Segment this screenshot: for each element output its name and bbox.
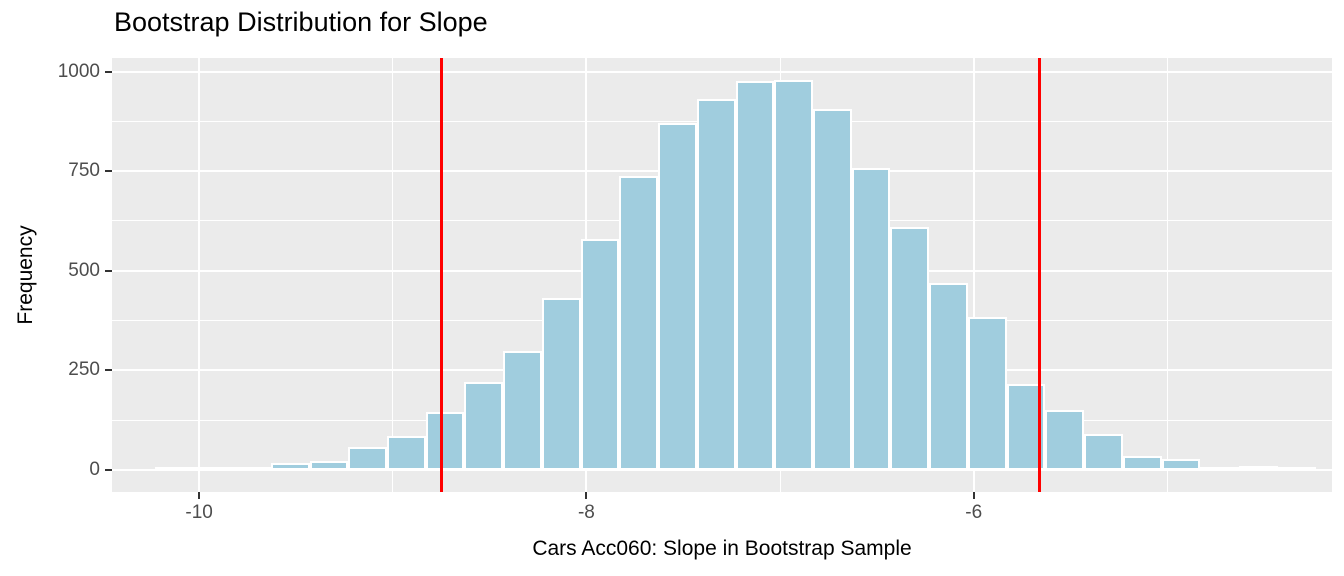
y-tick-mark [105, 170, 112, 173]
y-tick-mark [105, 269, 112, 272]
x-tick-label: -6 [965, 502, 983, 523]
histogram-bar [1200, 467, 1240, 472]
histogram-bar [386, 436, 426, 471]
y-tick-mark [105, 469, 112, 472]
histogram-bar [154, 467, 194, 472]
x-tick-mark [972, 492, 975, 499]
histogram-bar [580, 238, 620, 471]
histogram-bar [735, 80, 775, 471]
chart-title: Bootstrap Distribution for Slope [114, 7, 488, 37]
histogram-bar [658, 122, 697, 471]
y-tick-label: 500 [68, 259, 100, 281]
histogram-bar [696, 99, 736, 471]
ci-bound-line [1038, 58, 1042, 492]
histogram-bar [1045, 410, 1085, 471]
x-minor-gridline [392, 58, 394, 492]
histogram-bar [1239, 466, 1278, 471]
x-axis-title: Cars Acc060: Slope in Bootstrap Sample [532, 537, 912, 560]
histogram-bar [619, 176, 659, 471]
histogram-bar [1277, 467, 1317, 472]
y-tick-label: 750 [68, 160, 100, 182]
histogram-bar [464, 382, 504, 471]
histogram-bar [813, 108, 852, 471]
y-tick-mark [105, 369, 112, 372]
y-tick-label: 0 [89, 459, 100, 481]
histogram-bar [929, 282, 968, 471]
histogram-bar [851, 167, 891, 471]
histogram-bar [1122, 456, 1162, 471]
histogram-bar [890, 226, 930, 471]
histogram-bar [348, 447, 387, 471]
histogram-bar [232, 466, 271, 471]
histogram-bar [193, 467, 233, 472]
histogram-bar [1084, 434, 1123, 471]
x-major-gridline [198, 58, 201, 492]
y-tick-label: 250 [68, 359, 100, 381]
x-major-gridline [972, 58, 975, 492]
histogram-bar [503, 350, 542, 471]
histogram-bar [270, 463, 310, 471]
plot-panel [112, 58, 1332, 492]
histogram-bar [541, 297, 581, 471]
histogram-bar [774, 79, 813, 471]
y-major-gridline [112, 70, 1332, 73]
x-tick-mark [585, 492, 588, 499]
histogram-bar [425, 412, 465, 471]
y-major-gridline [112, 469, 1332, 472]
histogram-bar [1161, 458, 1201, 471]
x-minor-gridline [1166, 58, 1168, 492]
histogram-bar [967, 316, 1007, 471]
y-tick-label: 1000 [57, 60, 100, 82]
x-tick-label: -10 [185, 502, 213, 523]
x-tick-mark [198, 492, 201, 499]
y-tick-mark [105, 70, 112, 73]
histogram-bar [309, 460, 349, 471]
ci-bound-line [439, 58, 443, 492]
x-tick-label: -8 [577, 502, 595, 523]
